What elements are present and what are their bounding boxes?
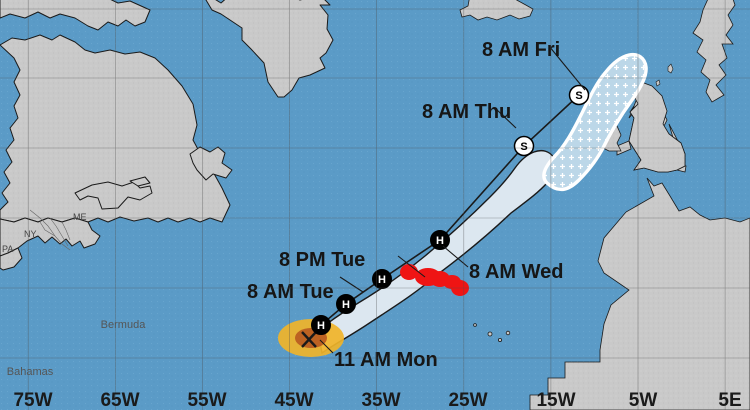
svg-text:8 AM Fri: 8 AM Fri xyxy=(482,39,560,61)
svg-text:H: H xyxy=(378,274,386,286)
svg-text:PA: PA xyxy=(2,244,13,254)
svg-text:S: S xyxy=(520,141,527,153)
svg-text:H: H xyxy=(342,299,350,311)
svg-text:15W: 15W xyxy=(536,390,575,410)
svg-text:5E: 5E xyxy=(718,390,741,410)
svg-text:65W: 65W xyxy=(100,390,139,410)
svg-text:Bermuda: Bermuda xyxy=(101,319,147,331)
svg-text:Bahamas: Bahamas xyxy=(7,366,54,378)
svg-text:8 PM Tue: 8 PM Tue xyxy=(279,249,365,271)
svg-text:H: H xyxy=(436,235,444,247)
svg-text:5W: 5W xyxy=(629,390,658,410)
svg-text:8 AM Tue: 8 AM Tue xyxy=(247,281,334,303)
svg-text:8 AM Wed: 8 AM Wed xyxy=(469,261,563,283)
svg-text:ME: ME xyxy=(73,212,87,222)
svg-text:NY: NY xyxy=(24,229,37,239)
svg-text:75W: 75W xyxy=(13,390,52,410)
svg-text:45W: 45W xyxy=(274,390,313,410)
svg-text:11 AM Mon: 11 AM Mon xyxy=(334,349,438,371)
svg-text:8 AM Thu: 8 AM Thu xyxy=(422,101,511,123)
svg-text:H: H xyxy=(317,320,325,332)
svg-text:S: S xyxy=(575,90,582,102)
svg-text:55W: 55W xyxy=(187,390,226,410)
svg-text:25W: 25W xyxy=(448,390,487,410)
svg-text:35W: 35W xyxy=(361,390,400,410)
